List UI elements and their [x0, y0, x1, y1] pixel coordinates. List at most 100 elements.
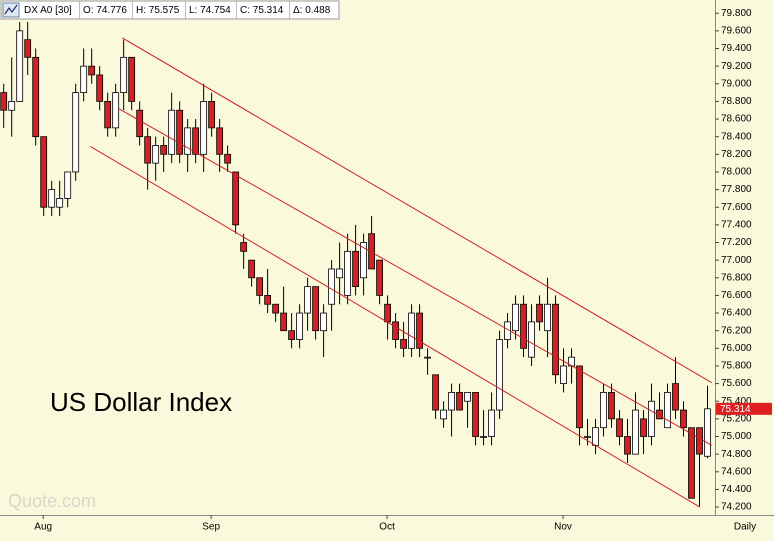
candle-body	[280, 312, 288, 332]
candle-body	[312, 286, 320, 332]
candle-body	[176, 109, 184, 155]
y-tick-label: 76.600	[721, 290, 752, 301]
candle-body	[328, 268, 336, 305]
y-tick-label: 79.200	[721, 61, 752, 72]
candle-body	[512, 303, 519, 332]
y-tick-label: 74.400	[721, 484, 752, 495]
trendline	[118, 108, 713, 446]
candle-body	[472, 392, 479, 437]
y-tick-label: 74.600	[721, 466, 752, 477]
candle-body	[344, 250, 352, 296]
candle-body	[104, 101, 112, 129]
candle-body	[520, 303, 527, 349]
candle-body	[584, 436, 591, 438]
change-value: Δ: 0.488	[293, 5, 331, 16]
y-tick-label: 79.600	[721, 26, 752, 37]
y-tick-label: 77.200	[721, 237, 752, 248]
candle-body	[48, 189, 56, 208]
candle-body	[576, 365, 583, 429]
candle-body	[184, 127, 192, 155]
candle-body	[144, 136, 152, 164]
candle-body	[304, 286, 312, 314]
y-tick-label: 75.600	[721, 378, 752, 389]
candle-body	[224, 153, 232, 164]
candle-body	[528, 321, 535, 358]
candle-body	[648, 400, 655, 437]
candle-body	[200, 101, 208, 155]
candle-body	[0, 92, 8, 111]
interval-label: Daily	[734, 522, 756, 533]
candle-body	[688, 427, 695, 499]
candle-body	[408, 312, 415, 349]
trendline	[90, 145, 701, 508]
y-tick-label: 78.800	[721, 96, 752, 107]
candle-body	[80, 65, 88, 93]
header-box	[0, 0, 340, 20]
candle-body	[672, 383, 679, 411]
y-tick-label: 74.200	[721, 502, 752, 513]
quote-header: DX A0 [30] O: 74.776 H: 75.575 L: 74.754…	[0, 0, 340, 20]
candle-body	[440, 409, 447, 420]
candle-body	[296, 312, 304, 340]
y-tick-label: 78.200	[721, 149, 752, 160]
symbol: DX A0 [30]	[24, 5, 72, 16]
candle-body	[496, 339, 503, 411]
low-value: L: 74.754	[189, 5, 231, 16]
candle-body	[416, 312, 423, 349]
price-marker	[716, 402, 772, 415]
y-tick-label: 75.800	[721, 361, 752, 372]
candle-body	[536, 303, 543, 323]
candle-body	[544, 303, 551, 332]
candle-body	[128, 56, 136, 102]
y-tick-label: 74.800	[721, 449, 752, 460]
candle-body	[376, 259, 383, 296]
plot-area	[0, 22, 713, 508]
candle-body	[664, 392, 671, 429]
candle-body	[480, 436, 487, 438]
watermark: Quote.com	[8, 491, 96, 511]
candle-body	[704, 408, 711, 457]
y-tick-label: 76.000	[721, 343, 752, 354]
y-tick-label: 76.800	[721, 272, 752, 283]
candle-body	[360, 242, 367, 279]
candle-body	[600, 392, 607, 429]
high-value: H: 75.575	[136, 5, 180, 16]
candle-body	[192, 127, 200, 155]
x-tick-label: Nov	[554, 522, 572, 533]
candle-body	[96, 74, 104, 102]
candle-body	[64, 171, 72, 199]
chart-title: US Dollar Index	[50, 387, 232, 417]
candle-body	[160, 145, 168, 155]
candle-body	[680, 409, 687, 429]
candle-body	[608, 392, 615, 420]
x-tick-label: Oct	[379, 522, 395, 533]
candle-body	[624, 436, 631, 455]
y-tick-label: 79.400	[721, 43, 752, 54]
y-tick-label: 77.600	[721, 202, 752, 213]
candle-body	[152, 145, 160, 164]
candle-body	[632, 409, 639, 455]
candle-body	[216, 127, 224, 155]
candle-body	[424, 356, 431, 359]
candle-body	[400, 339, 407, 349]
y-tick-label: 77.400	[721, 220, 752, 231]
candle-body	[368, 233, 375, 270]
candle-body	[560, 365, 567, 385]
y-tick-label: 79.800	[721, 8, 752, 19]
candle-body	[112, 92, 120, 129]
candle-body	[16, 30, 24, 102]
open-value: O: 74.776	[83, 5, 127, 16]
candle-body	[336, 268, 344, 279]
candle-body	[272, 303, 280, 314]
candle-body	[696, 427, 703, 455]
candle-body	[616, 418, 623, 437]
candle-body	[72, 92, 80, 173]
close-value: C: 75.314	[240, 5, 284, 16]
candle-body	[240, 242, 248, 252]
candle-body	[264, 295, 272, 305]
candle-body	[232, 171, 240, 226]
candle-body	[464, 392, 471, 402]
candle-body	[120, 56, 128, 93]
